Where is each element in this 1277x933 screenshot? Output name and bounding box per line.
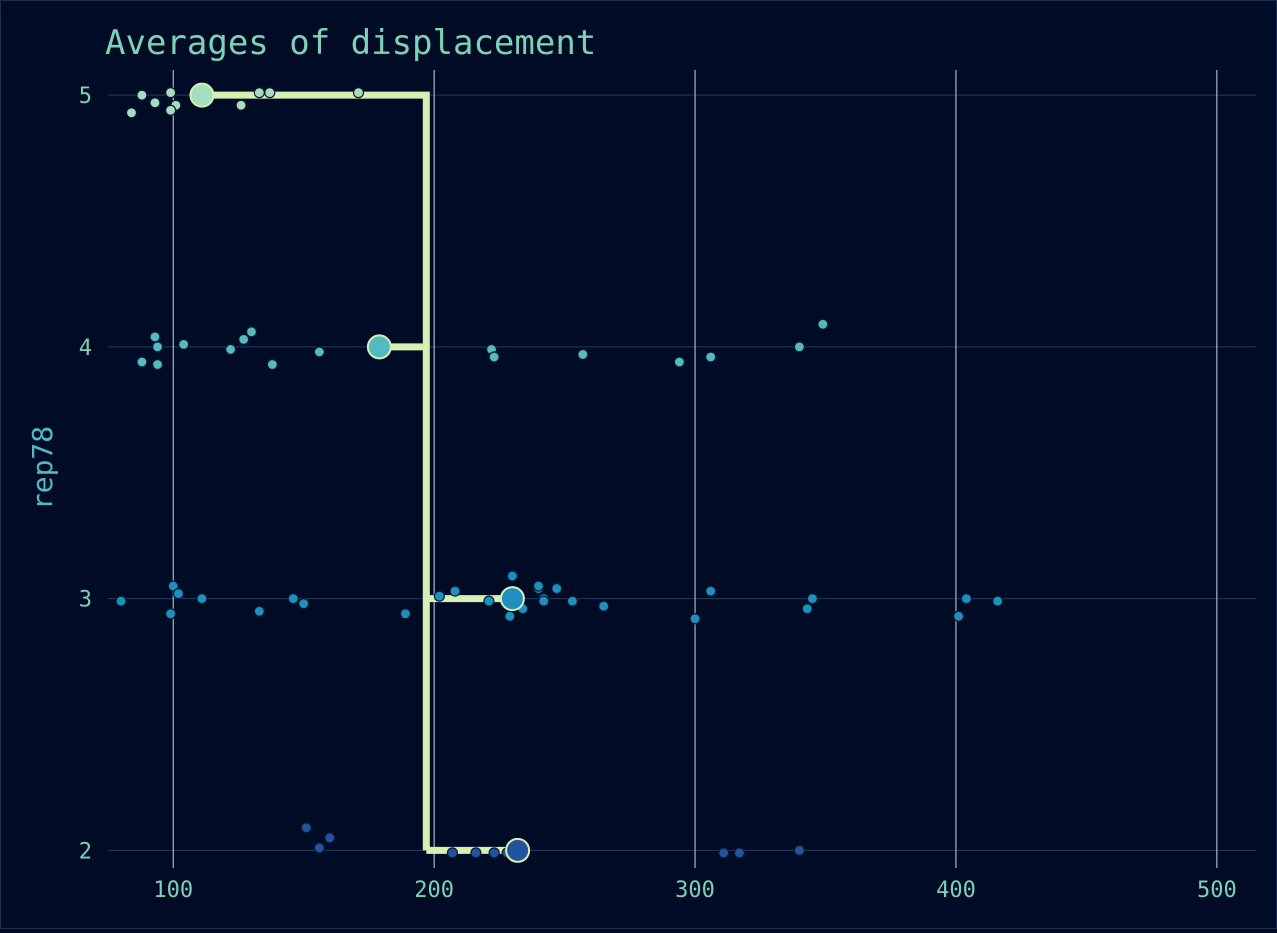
points-layer [115,87,1004,859]
data-point-rep3 [551,582,563,595]
data-point-rep3 [287,593,299,605]
data-point-rep3 [298,598,310,610]
data-point-rep2 [488,847,500,859]
y-tick-label-2: 2 [79,839,92,864]
data-point-rep4 [673,356,685,368]
data-point-rep5 [149,97,161,109]
data-point-rep2 [793,844,806,856]
y-axis-label: rep78 [26,426,59,510]
average-marker-rep3 [499,586,525,612]
data-point-rep4 [178,338,190,350]
x-tick-label-400: 400 [936,878,976,903]
data-point-rep4 [266,358,278,371]
data-point-rep2 [718,847,730,859]
average-marker-rep2 [505,837,531,863]
data-point-rep5 [352,87,365,99]
grid-layer [108,70,1256,868]
data-point-rep2 [300,822,312,834]
data-point-rep4 [488,351,500,363]
data-point-rep3 [566,595,579,607]
data-point-rep4 [151,341,164,353]
data-point-rep4 [149,331,161,343]
data-point-rep3 [801,603,813,615]
data-point-rep5 [253,87,265,99]
x-tick-label-300: 300 [675,878,715,903]
data-point-rep2 [470,847,482,859]
data-point-rep3 [598,600,610,612]
data-point-rep3 [165,608,177,620]
data-point-rep4 [705,351,717,363]
data-point-rep2 [313,842,325,854]
data-point-rep3 [538,595,550,607]
y-tick-label-4: 4 [79,336,92,361]
y-tick-label-3: 3 [79,588,92,613]
x-tick-label-200: 200 [414,878,454,903]
y-tick-label-5: 5 [79,84,92,109]
data-point-rep5 [165,87,177,99]
data-point-rep3 [806,593,819,605]
data-point-rep4 [313,346,325,358]
data-point-rep3 [504,610,516,622]
data-point-rep2 [733,847,746,859]
data-point-rep3 [449,585,461,597]
data-point-rep3 [433,590,445,602]
average-marker-rep4 [366,334,392,360]
data-point-rep5 [235,99,247,111]
data-point-rep4 [793,341,806,353]
data-point-rep3 [399,608,412,620]
data-point-rep3 [172,588,185,600]
data-point-rep5 [136,89,148,101]
data-point-rep3 [952,610,965,622]
data-point-rep5 [165,104,177,116]
data-point-rep4 [238,333,250,345]
data-point-rep3 [506,570,519,582]
average-markers-layer [189,82,531,863]
data-point-rep2 [324,832,336,844]
data-point-rep3 [532,580,545,592]
data-point-rep4 [577,348,589,361]
data-point-rep4 [151,358,164,371]
average-marker-rep5 [189,82,215,108]
chart-title: Averages of displacement [105,23,596,63]
data-point-rep3 [483,595,495,607]
data-point-rep3 [705,585,717,597]
data-point-rep3 [689,613,701,625]
x-tick-label-500: 500 [1197,878,1237,903]
data-point-rep4 [136,356,148,368]
data-point-rep3 [196,593,208,605]
data-point-rep2 [446,847,458,859]
average-step-line [201,91,518,854]
data-point-rep3 [253,605,265,617]
x-tick-label-100: 100 [153,878,193,903]
step-line-layer [201,91,518,854]
data-point-rep3 [992,595,1004,607]
data-point-rep3 [960,593,972,605]
data-point-rep4 [817,318,829,330]
data-point-rep5 [125,107,138,119]
data-point-rep5 [264,87,276,99]
data-point-rep4 [225,343,237,356]
data-point-rep3 [115,595,127,607]
data-point-rep3 [167,580,179,592]
axis-layer: 2 3 4 5 100 200 300 400 500 [79,84,1237,903]
data-point-rep4 [245,326,258,338]
